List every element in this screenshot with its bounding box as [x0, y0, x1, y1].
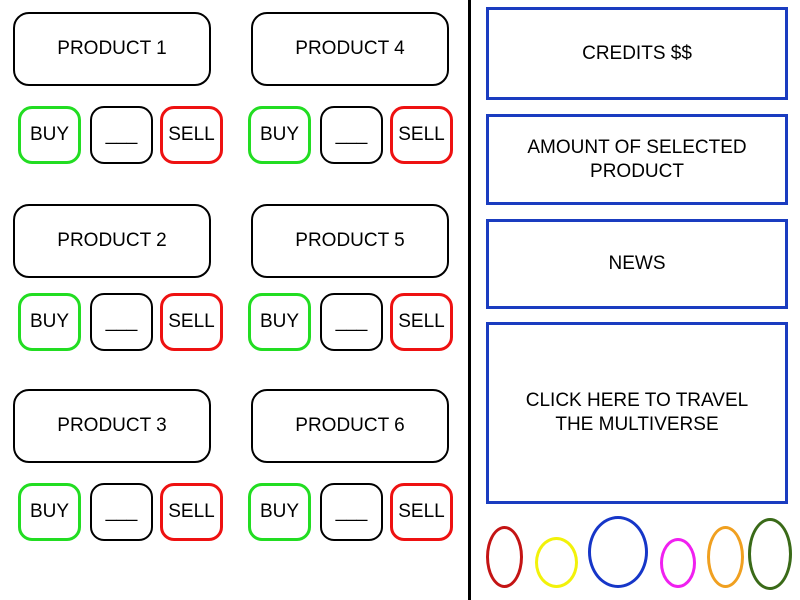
product-2-buy-button[interactable]: BUY [18, 293, 81, 351]
product-6-button[interactable]: PRODUCT 6 [251, 389, 449, 463]
product-3-sell-button[interactable]: SELL [160, 483, 223, 541]
product-4-buy-button[interactable]: BUY [248, 106, 311, 164]
product-3-buy-button[interactable]: BUY [18, 483, 81, 541]
product-1-sell-button[interactable]: SELL [160, 106, 223, 164]
product-6-sell-button[interactable]: SELL [390, 483, 453, 541]
universe-portal-magenta[interactable] [660, 538, 696, 588]
universe-portal-blue[interactable] [588, 516, 648, 588]
product-5-button[interactable]: PRODUCT 5 [251, 204, 449, 278]
universe-portal-orange[interactable] [707, 526, 744, 588]
universe-portal-red[interactable] [486, 526, 523, 588]
product-4-button[interactable]: PRODUCT 4 [251, 12, 449, 86]
vertical-divider [468, 0, 471, 600]
product-3-button[interactable]: PRODUCT 3 [13, 389, 211, 463]
product-1-quantity[interactable]: ___ [90, 106, 153, 164]
product-2-quantity[interactable]: ___ [90, 293, 153, 351]
product-1-buy-button[interactable]: BUY [18, 106, 81, 164]
product-4-sell-button[interactable]: SELL [390, 106, 453, 164]
news-panel[interactable]: NEWS [486, 219, 788, 309]
universe-portal-green[interactable] [748, 518, 792, 590]
product-2-sell-button[interactable]: SELL [160, 293, 223, 351]
selected-amount-panel: AMOUNT OF SELECTED PRODUCT [486, 114, 788, 205]
product-1-button[interactable]: PRODUCT 1 [13, 12, 211, 86]
product-3-quantity[interactable]: ___ [90, 483, 153, 541]
universe-portal-yellow[interactable] [535, 537, 578, 588]
product-5-buy-button[interactable]: BUY [248, 293, 311, 351]
product-2-button[interactable]: PRODUCT 2 [13, 204, 211, 278]
product-4-quantity[interactable]: ___ [320, 106, 383, 164]
credits-panel: CREDITS $$ [486, 7, 788, 100]
product-6-quantity[interactable]: ___ [320, 483, 383, 541]
product-5-quantity[interactable]: ___ [320, 293, 383, 351]
product-5-sell-button[interactable]: SELL [390, 293, 453, 351]
travel-multiverse-button[interactable]: CLICK HERE TO TRAVEL THE MULTIVERSE [486, 322, 788, 504]
product-6-buy-button[interactable]: BUY [248, 483, 311, 541]
